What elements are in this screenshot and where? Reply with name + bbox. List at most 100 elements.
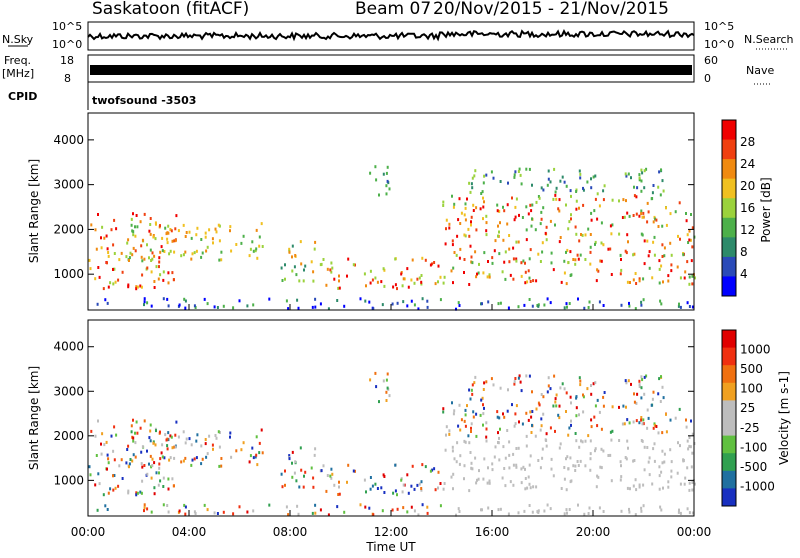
power-cell — [299, 240, 302, 244]
velocity-cell — [140, 450, 143, 454]
power-cell — [569, 189, 572, 193]
colorbar-swatch — [722, 435, 736, 454]
power-cell — [524, 261, 526, 265]
power-cell — [472, 209, 475, 212]
power-cell — [229, 229, 231, 233]
velocity-cell — [632, 459, 635, 463]
velocity-cell — [611, 429, 614, 433]
power-cell — [457, 218, 460, 222]
power-cell — [291, 255, 293, 259]
power-cell — [575, 207, 578, 211]
power-cell — [651, 191, 654, 195]
velocity-cell — [640, 509, 643, 513]
power-cell — [640, 179, 643, 183]
velocity-cell — [546, 390, 549, 394]
freq-label-line1: Freq. — [4, 54, 31, 67]
power-cell — [213, 305, 216, 309]
power-cell — [528, 257, 531, 261]
velocity-cell — [494, 445, 497, 449]
power-cell — [205, 249, 208, 253]
velocity-cell — [251, 446, 254, 450]
power-cell — [171, 239, 174, 243]
power-cell — [150, 259, 153, 262]
velocity-cell — [501, 476, 504, 480]
power-cell — [619, 253, 622, 257]
velocity-cell — [326, 474, 329, 477]
power-cell — [135, 214, 138, 217]
velocity-cell — [600, 466, 603, 470]
velocity-cell — [333, 483, 336, 487]
velocity-cell — [256, 463, 259, 467]
velocity-cell — [688, 488, 691, 492]
velocity-cell — [455, 460, 458, 464]
velocity-cell — [491, 462, 494, 466]
velocity-cell — [431, 468, 434, 472]
power-cell — [657, 185, 660, 189]
power-cell — [222, 304, 225, 308]
power-cell — [121, 270, 124, 274]
velocity-cell — [291, 475, 294, 479]
velocity-cell — [480, 398, 483, 402]
velocity-cell — [134, 455, 137, 459]
power-cell — [149, 248, 152, 252]
power-cell — [417, 307, 420, 311]
power-cell — [594, 197, 597, 201]
power-cell — [600, 221, 603, 225]
power-cell — [524, 281, 527, 285]
velocity-cell — [112, 449, 115, 453]
velocity-cell — [578, 376, 581, 380]
power-cell — [167, 281, 170, 285]
power-cell — [570, 273, 573, 277]
y-tick-label: 4000 — [53, 133, 84, 147]
velocity-cell — [579, 379, 582, 383]
power-cell — [343, 304, 346, 308]
velocity-cell — [120, 458, 123, 462]
velocity-cell — [667, 480, 670, 484]
nsky-line — [87, 28, 695, 42]
velocity-cell — [439, 482, 442, 485]
power-cell — [634, 307, 637, 311]
velocity-cell — [481, 396, 484, 400]
power-cell — [578, 206, 580, 210]
power-cell — [528, 276, 531, 280]
power-cell — [158, 256, 161, 260]
velocity-cell — [638, 379, 641, 383]
power-cell — [95, 247, 98, 251]
velocity-cell — [590, 384, 592, 387]
velocity-cell — [498, 416, 501, 420]
power-cell — [483, 251, 486, 255]
power-cell — [261, 245, 264, 248]
power-cell — [633, 194, 636, 198]
velocity-cell — [609, 453, 612, 457]
velocity-cell — [512, 463, 515, 467]
power-cell — [602, 304, 605, 307]
velocity-cell — [190, 463, 193, 467]
velocity-cell — [160, 451, 163, 455]
velocity-cell — [485, 427, 488, 431]
velocity-cell — [171, 446, 174, 450]
power-cell — [670, 263, 673, 267]
velocity-cell — [458, 462, 461, 466]
power-cell — [452, 281, 454, 285]
velocity-cell — [194, 512, 197, 515]
power-cell — [537, 252, 540, 256]
velocity-cell — [628, 507, 630, 511]
nsearch-tick-bottom: 10^0 — [704, 38, 734, 51]
power-cell — [338, 279, 340, 283]
velocity-cell — [577, 464, 580, 467]
power-cell — [177, 229, 180, 233]
velocity-cell — [139, 490, 142, 494]
velocity-cell — [549, 507, 552, 511]
velocity-cell — [549, 387, 552, 391]
velocity-cell — [508, 466, 511, 470]
power-cell — [445, 227, 447, 231]
velocity-cell — [528, 504, 531, 507]
power-cell — [624, 249, 627, 253]
velocity-cell — [363, 478, 366, 482]
power-cell — [581, 233, 584, 237]
power-cell — [485, 233, 488, 237]
power-cell — [641, 171, 644, 175]
power-cell — [574, 225, 577, 229]
power-cell — [139, 284, 142, 288]
